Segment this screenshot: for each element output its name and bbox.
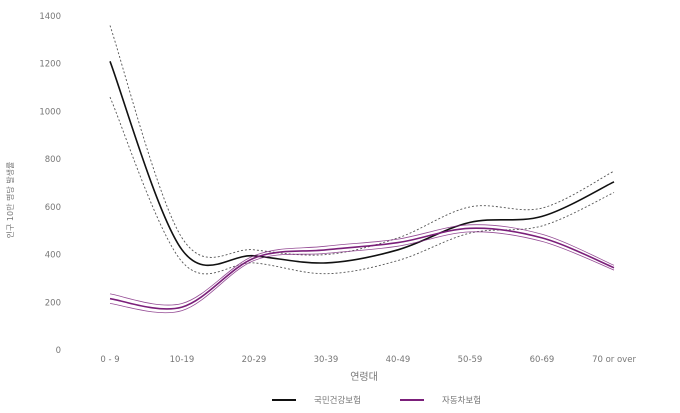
x-tick-label: 70 or over	[592, 355, 636, 365]
x-tick-label: 50-59	[458, 355, 483, 365]
legend-label-1: 국민건강보험	[314, 395, 361, 406]
series-1-upper-band	[109, 25, 615, 258]
series-1-lower-band	[109, 96, 615, 275]
x-tick-label: 60-69	[530, 355, 555, 365]
y-axis: 0 200 400 600 800 1000 1200 1400	[39, 12, 61, 356]
series-2	[109, 224, 615, 314]
series-2-lower-band	[109, 231, 615, 314]
series-layer	[109, 25, 615, 314]
x-tick-label: 30-39	[314, 355, 339, 365]
y-tick-label: 1400	[39, 12, 61, 22]
series-2-upper-band	[109, 224, 615, 306]
x-tick-label: 20-29	[242, 355, 267, 365]
y-tick-label: 200	[45, 298, 61, 308]
y-axis-title: 인구 10만 명당 발생률	[5, 162, 15, 239]
y-tick-label: 400	[45, 251, 61, 261]
legend-label-2: 자동차보험	[442, 396, 481, 406]
y-tick-label: 1200	[39, 60, 61, 70]
series-2-line	[109, 227, 615, 310]
y-tick-label: 0	[56, 346, 61, 356]
x-axis: 0 - 9 10-19 20-29 30-39 40-49 50-59 60-69 70 or…	[100, 355, 636, 365]
series-1-line	[109, 61, 615, 267]
series-1	[109, 25, 615, 275]
x-axis-title: 연령대	[350, 371, 378, 383]
x-tick-label: 0 - 9	[100, 355, 119, 365]
legend: 국민건강보험 자동차보험	[272, 395, 481, 406]
x-tick-label: 10-19	[170, 355, 195, 365]
y-tick-label: 600	[45, 203, 61, 213]
x-tick-label: 40-49	[386, 355, 411, 365]
y-tick-label: 1000	[39, 107, 61, 117]
y-tick-label: 800	[45, 155, 61, 165]
